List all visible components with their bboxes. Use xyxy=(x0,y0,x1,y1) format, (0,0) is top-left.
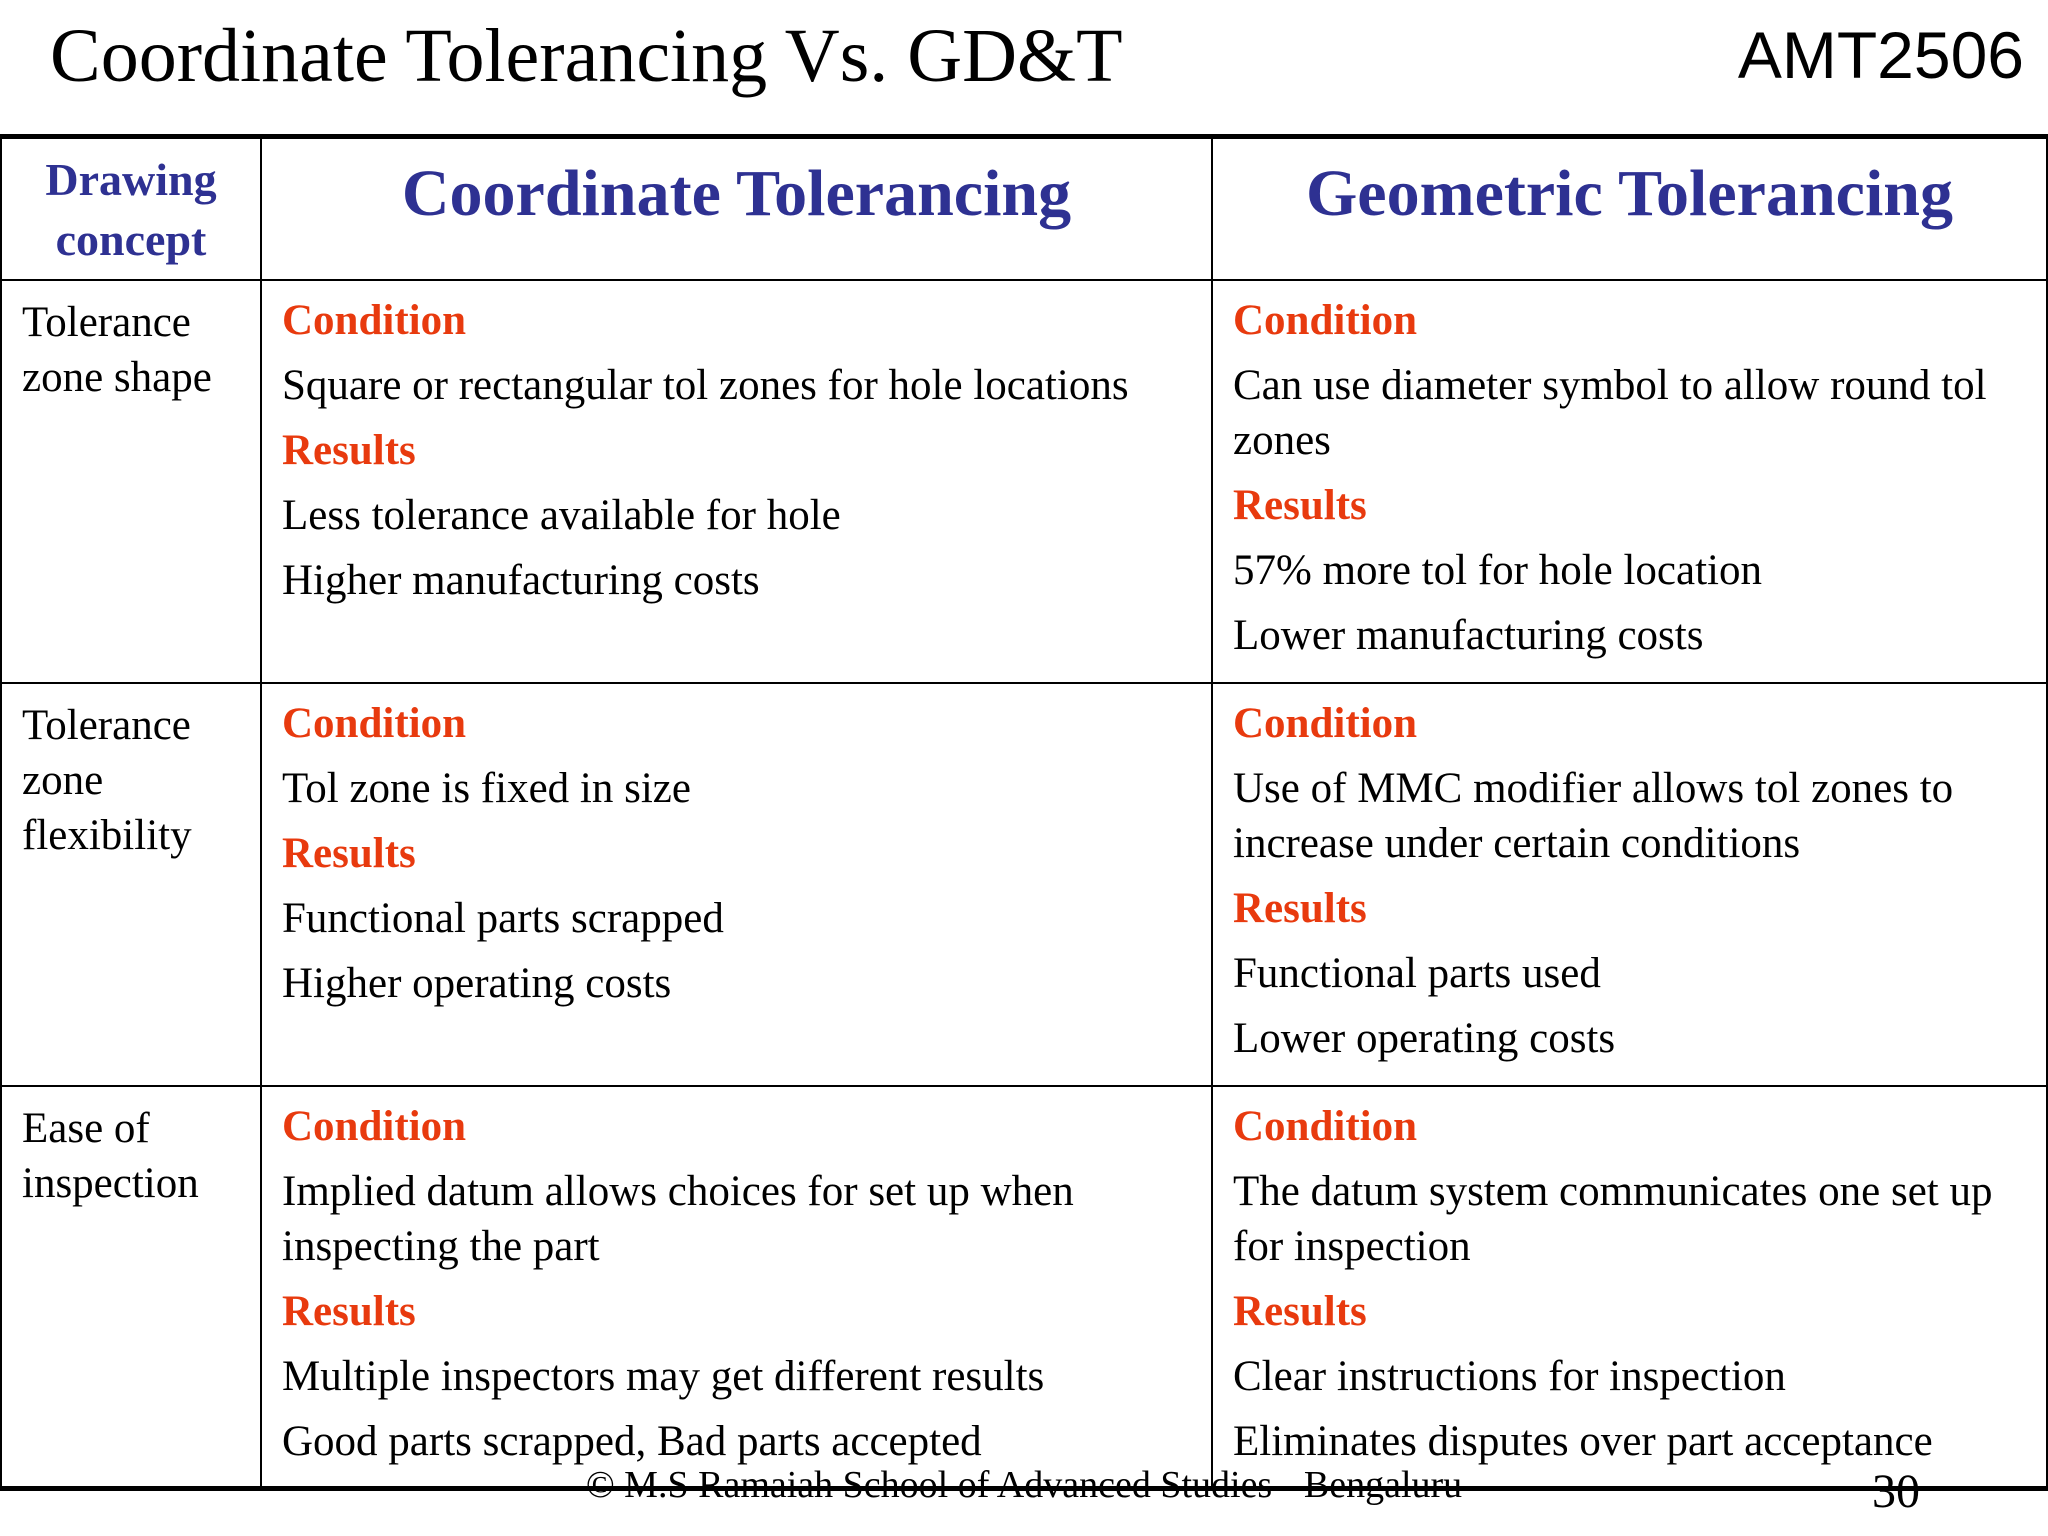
result-text: Lower operating costs xyxy=(1233,1015,1616,1062)
condition-text: The datum system communicates one set up… xyxy=(1233,1168,1993,1270)
comparison-table: Drawing concept Coordinate Tolerancing G… xyxy=(0,134,2048,1491)
condition-label: Condition xyxy=(282,297,467,344)
results-label: Results xyxy=(1233,482,1367,529)
coordinate-cell: Condition Implied datum allows choices f… xyxy=(260,1085,1213,1491)
result-text: Good parts scrapped, Bad parts accepted xyxy=(282,1418,982,1465)
condition-label: Condition xyxy=(1233,1103,1418,1150)
result-text: Less tolerance available for hole xyxy=(282,492,841,539)
results-label: Results xyxy=(282,1288,416,1335)
concept-cell: Tolerance zone flexibility xyxy=(0,682,262,1087)
results-label: Results xyxy=(282,830,416,877)
header-coordinate-label: Coordinate Tolerancing xyxy=(401,157,1072,230)
condition-text: Use of MMC modifier allows tol zones to … xyxy=(1233,765,1954,867)
concept-cell: Tolerance zone shape xyxy=(0,279,262,684)
header-geometric-label: Geometric Tolerancing xyxy=(1305,157,1954,230)
condition-label: Condition xyxy=(1233,297,1418,344)
geometric-cell: Condition Can use diameter symbol to all… xyxy=(1211,279,2048,684)
condition-text: Can use diameter symbol to allow round t… xyxy=(1233,362,1987,464)
result-text: 57% more tol for hole location xyxy=(1233,547,1762,594)
condition-text: Tol zone is fixed in size xyxy=(282,765,691,812)
result-text: Functional parts scrapped xyxy=(282,895,724,942)
coordinate-cell: Condition Square or rectangular tol zone… xyxy=(260,279,1213,684)
table-row: Ease of inspection Condition Implied dat… xyxy=(0,1085,2048,1491)
results-label: Results xyxy=(1233,885,1367,932)
results-label: Results xyxy=(1233,1288,1367,1335)
result-text: Higher operating costs xyxy=(282,960,672,1007)
header-geometric-tolerancing: Geometric Tolerancing xyxy=(1211,134,2048,281)
table-header-row: Drawing concept Coordinate Tolerancing G… xyxy=(0,134,2048,281)
condition-text: Implied datum allows choices for set up … xyxy=(282,1168,1074,1270)
condition-label: Condition xyxy=(1233,700,1418,747)
result-text: Multiple inspectors may get different re… xyxy=(282,1353,1045,1400)
header-drawing-concept-label: Drawing concept xyxy=(45,154,217,265)
footer-copyright: © M.S Ramaiah School of Advanced Studies… xyxy=(585,1464,1463,1506)
geometric-cell: Condition The datum system communicates … xyxy=(1211,1085,2048,1491)
result-text: Clear instructions for inspection xyxy=(1233,1353,1786,1400)
coordinate-cell: Condition Tol zone is fixed in size Resu… xyxy=(260,682,1213,1087)
result-text: Lower manufacturing costs xyxy=(1233,612,1704,659)
header-coordinate-tolerancing: Coordinate Tolerancing xyxy=(260,134,1213,281)
table-row: Tolerance zone shape Condition Square or… xyxy=(0,279,2048,684)
slide-title: Coordinate Tolerancing Vs. GD&T xyxy=(50,14,1123,98)
condition-label: Condition xyxy=(282,700,467,747)
header-drawing-concept: Drawing concept xyxy=(0,134,262,281)
result-text: Eliminates disputes over part acceptance xyxy=(1233,1418,1933,1465)
result-text: Higher manufacturing costs xyxy=(282,557,760,604)
geometric-cell: Condition Use of MMC modifier allows tol… xyxy=(1211,682,2048,1087)
condition-label: Condition xyxy=(282,1103,467,1150)
results-label: Results xyxy=(282,427,416,474)
condition-text: Square or rectangular tol zones for hole… xyxy=(282,362,1129,409)
concept-cell: Ease of inspection xyxy=(0,1085,262,1491)
course-code: AMT2506 xyxy=(1737,18,2024,92)
page-number: 30 xyxy=(1872,1465,1920,1518)
table-row: Tolerance zone flexibility Condition Tol… xyxy=(0,682,2048,1087)
result-text: Functional parts used xyxy=(1233,950,1601,997)
